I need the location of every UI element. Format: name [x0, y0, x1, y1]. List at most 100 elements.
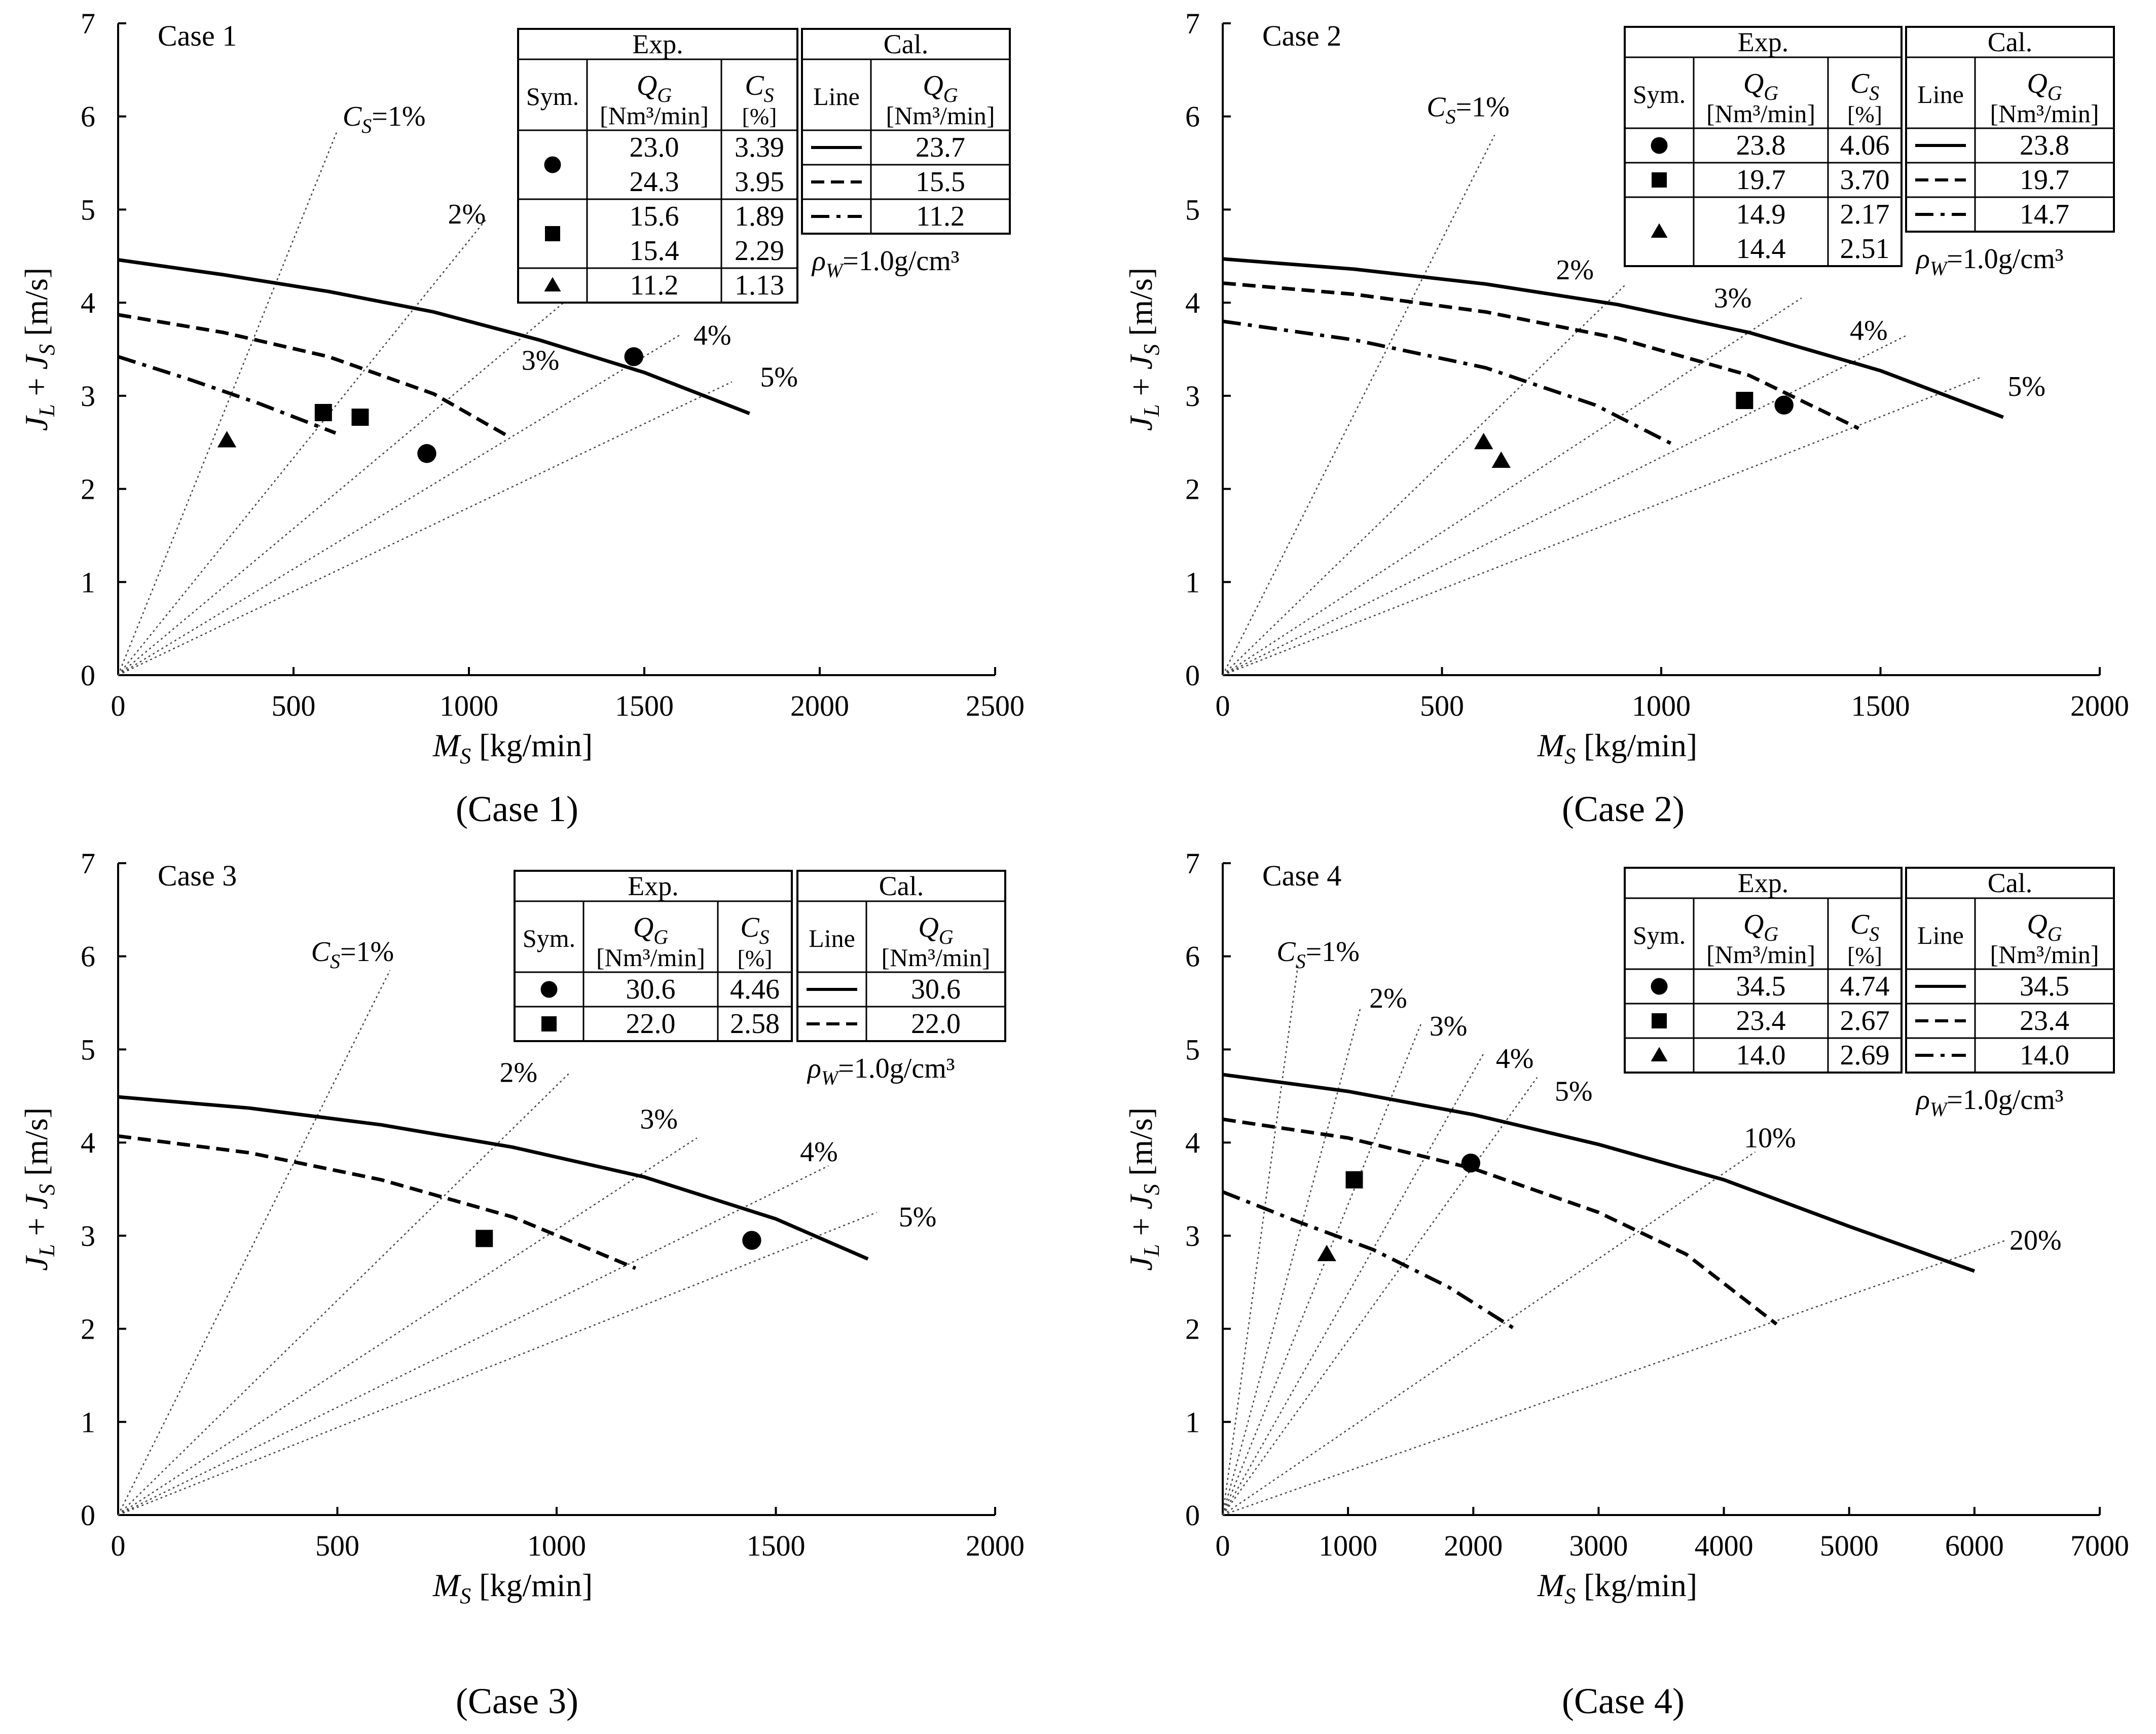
- qg-unit: [Nm³/min]: [1990, 940, 2099, 969]
- qg-header: QG: [637, 70, 672, 106]
- cs-guide-line: [1222, 283, 1627, 676]
- cs-guide-line: [1222, 134, 1495, 676]
- x-tick-label: 1500: [1851, 689, 1910, 722]
- x-tick-label: 1000: [1632, 689, 1691, 722]
- cs-header: CS: [745, 70, 774, 106]
- exp-point-circle: [742, 1231, 761, 1250]
- legend-cal-qg-value: 23.4: [2020, 1005, 2069, 1037]
- legend-cal-qg-value: 11.2: [916, 201, 965, 232]
- legend-qg-value: 15.6: [630, 201, 679, 232]
- cs-guide-line: [1222, 1021, 1423, 1516]
- cal-curve-solid: [1222, 1073, 1976, 1273]
- legend-cs-value: 4.74: [1840, 971, 1890, 1002]
- y-tick-label: 6: [81, 940, 95, 973]
- legend-symbol-square: [1652, 172, 1667, 188]
- x-axis-label: MS [kg/min]: [432, 1567, 593, 1608]
- cs-guide-label: 2%: [1556, 254, 1594, 286]
- y-tick-label: 6: [81, 100, 95, 133]
- exp-point-circle: [624, 347, 643, 366]
- y-tick-label: 2: [81, 473, 95, 506]
- y-tick-label: 2: [81, 1313, 95, 1346]
- legend-cal-qg-value: 23.8: [2020, 130, 2069, 161]
- cs-guide-line: [118, 1137, 698, 1516]
- cs-guide-line: [117, 130, 338, 676]
- legend-cs-value: 1.13: [735, 270, 784, 301]
- legend-cal-qg-value: 19.7: [2020, 164, 2069, 196]
- legend-cs-value: 2.58: [730, 1008, 780, 1040]
- y-tick-label: 5: [81, 193, 95, 226]
- cal-curve-dashed: [1222, 1117, 1778, 1326]
- x-tick-label: 1500: [615, 689, 674, 722]
- legend-symbol-square: [541, 1016, 557, 1031]
- qg-unit: [Nm³/min]: [1706, 99, 1815, 128]
- y-tick-label: 0: [1185, 659, 1200, 692]
- legend-qg-value: 24.3: [630, 166, 679, 198]
- cs-guide-label: 3%: [640, 1104, 678, 1135]
- x-tick-label: 2000: [966, 1529, 1025, 1562]
- cs-header: CS: [1850, 909, 1879, 945]
- panel-caption: (Case 2): [1562, 789, 1685, 829]
- qg-header: QG: [918, 912, 953, 948]
- y-tick-label: 3: [1185, 1220, 1200, 1252]
- legend-qg-value: 14.9: [1736, 199, 1786, 230]
- cs-guide-label: 4%: [800, 1136, 838, 1168]
- cs-guide-line: [1222, 1077, 1538, 1516]
- chart-panel-1: 0 500 1000 1500 2000 2500 0 1 2 3 4 5 6 7 Case 1 MS [kg…: [18, 7, 1025, 829]
- cal-header: Cal.: [1988, 868, 2033, 898]
- x-tick-label: 0: [1216, 689, 1230, 722]
- cs-guide-line: [118, 302, 564, 676]
- x-tick-label: 1000: [527, 1529, 586, 1562]
- panel-title: Case 2: [1262, 19, 1341, 52]
- legend-symbol-square: [1652, 1013, 1667, 1028]
- y-tick-label: 1: [81, 1406, 95, 1438]
- x-tick-label: 500: [315, 1529, 359, 1562]
- exp-point-triangle: [1317, 1244, 1336, 1262]
- legend-cal-qg-value: 30.6: [911, 974, 961, 1005]
- legend-cs-value: 2.29: [735, 235, 784, 267]
- exp-table-frame: [517, 28, 798, 304]
- cs-guide-line: [1222, 1239, 2006, 1516]
- cs-guide-label: 5%: [899, 1201, 937, 1233]
- cs-guide-label: CS=1%: [343, 101, 426, 137]
- panel-caption: (Case 3): [456, 1681, 578, 1721]
- y-tick-label: 1: [1185, 1406, 1200, 1438]
- legend-cal-qg-value: 14.7: [2020, 199, 2069, 230]
- x-axis-label: MS [kg/min]: [1537, 1567, 1697, 1608]
- cs-guide-label: CS=1%: [1427, 92, 1510, 128]
- y-axis-label: JL + JS [m/s]: [18, 268, 59, 431]
- cs-unit: [%]: [1847, 101, 1882, 127]
- y-tick-label: 7: [1185, 7, 1200, 40]
- y-tick-label: 4: [81, 1126, 95, 1159]
- qg-header: QG: [2027, 909, 2062, 945]
- legend-symbol-circle: [540, 981, 558, 998]
- y-tick-label: 7: [81, 847, 95, 880]
- cal-curve-solid: [118, 1095, 869, 1261]
- line-header: Line: [1917, 80, 1964, 108]
- cs-guide-line: [117, 970, 391, 1516]
- cs-guide-line: [1222, 1053, 1484, 1516]
- legend-symbol-circle: [1651, 137, 1668, 154]
- qg-header: QG: [1743, 68, 1778, 104]
- legend-symbol-square: [545, 226, 560, 241]
- exp-point-square: [351, 409, 369, 426]
- cs-guide-line: [1222, 1007, 1362, 1516]
- chart-panel-3: 0 500 1000 1500 2000 0 1 2 3 4 5 6 7 Case 3 MS [kg/min…: [18, 847, 1025, 1721]
- exp-header: Exp.: [632, 29, 683, 59]
- cs-unit: [%]: [742, 103, 777, 129]
- x-tick-label: 5000: [1820, 1529, 1879, 1562]
- legend-qg-value: 34.5: [1736, 971, 1786, 1002]
- y-tick-label: 3: [81, 380, 95, 413]
- legend-cs-value: 3.70: [1840, 164, 1890, 196]
- y-tick-label: 5: [1185, 193, 1200, 226]
- y-tick-label: 0: [1185, 1499, 1200, 1532]
- rho-note: ρW=1.0g/cm³: [807, 1053, 955, 1089]
- cs-guide-line: [118, 1165, 829, 1516]
- legend-cs-value: 4.06: [1840, 130, 1890, 161]
- y-tick-label: 1: [81, 566, 95, 599]
- x-tick-label: 6000: [1945, 1529, 2004, 1562]
- x-tick-label: 500: [272, 689, 316, 722]
- cs-guide-label: 2%: [448, 199, 486, 230]
- cal-curve-solid: [118, 258, 750, 416]
- cs-guide-line: [118, 1211, 877, 1516]
